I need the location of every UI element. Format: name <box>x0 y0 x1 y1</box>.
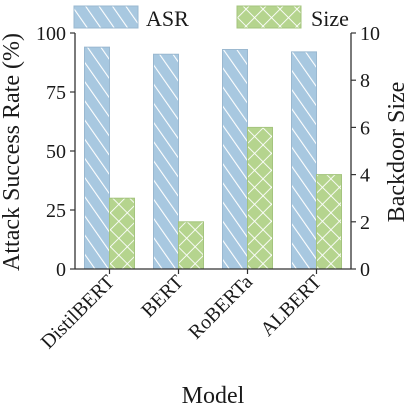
x-axis-title: Model <box>182 383 245 409</box>
y-tick-label-left: 0 <box>56 259 66 281</box>
y-tick-label-right: 10 <box>360 23 380 45</box>
x-tick-label: RoBERTa <box>184 271 257 344</box>
x-tick-label: BERT <box>137 271 188 322</box>
y-tick-label-left: 75 <box>46 82 66 104</box>
y-tick-label-right: 8 <box>360 70 370 92</box>
y-axis-title-right: Backdoor Size <box>384 82 410 223</box>
bar-size-distilbert <box>109 197 135 270</box>
x-tick-label: ALBERT <box>256 271 326 341</box>
y-tick-label-right: 2 <box>360 212 370 234</box>
y-tick-label-left: 100 <box>36 23 66 45</box>
y-tick-label-right: 6 <box>360 117 370 139</box>
y-axis-title-left: Attack Success Rate (%) <box>0 33 25 271</box>
y-tick-label-left: 25 <box>46 200 66 222</box>
legend-label-size: Size <box>311 6 349 31</box>
bar-size-bert <box>178 221 204 270</box>
bar-asr-albert <box>291 51 317 270</box>
bar-asr-roberta <box>222 49 248 270</box>
legend-label-asr: ASR <box>146 6 189 31</box>
legend-swatch-size <box>236 5 302 29</box>
x-tick-label: DistilBERT <box>37 271 119 353</box>
bars <box>84 46 342 270</box>
bar-asr-bert <box>153 53 179 270</box>
bar-asr-distilbert <box>84 46 110 270</box>
bar-size-roberta <box>247 126 273 270</box>
y-tick-label-right: 4 <box>360 165 370 187</box>
y-tick-label-right: 0 <box>360 259 370 281</box>
bar-size-albert <box>316 174 342 270</box>
y-tick-label-left: 50 <box>46 141 66 163</box>
legend: ASR Size <box>73 5 349 31</box>
legend-swatch-asr <box>73 5 139 29</box>
